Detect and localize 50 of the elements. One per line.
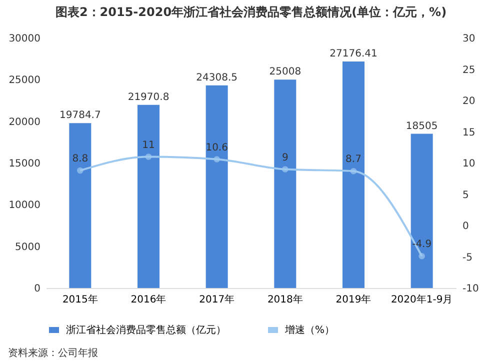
y-tick-label: 30000 xyxy=(8,34,40,44)
y2-tick-label: 20 xyxy=(462,96,476,107)
y2-tick-label: 15 xyxy=(462,127,476,138)
point xyxy=(282,166,288,172)
bar xyxy=(69,123,92,288)
point xyxy=(77,167,84,174)
y-tick-label: 15000 xyxy=(8,158,40,170)
data-label: 19784.7 xyxy=(59,110,101,122)
data-label: 27176.41 xyxy=(330,48,378,60)
y2-tick-label: -5 xyxy=(462,252,472,264)
x-tick-label: 2017年 xyxy=(199,294,235,306)
y-tick-label: 25000 xyxy=(8,75,40,86)
bar xyxy=(342,62,364,288)
point xyxy=(418,252,425,260)
data-label: 10.6 xyxy=(206,142,228,154)
data-label: 25008 xyxy=(269,66,302,78)
point xyxy=(214,156,220,162)
bar xyxy=(138,104,160,288)
data-label: 11 xyxy=(142,140,155,151)
data-label: 8.8 xyxy=(72,154,88,164)
data-label: 21970.8 xyxy=(128,92,170,103)
x-tick-label: 2015年 xyxy=(62,294,98,306)
x-tick-label: 2020年1-9月 xyxy=(390,294,453,306)
y-tick-label: 5000 xyxy=(15,242,40,253)
point xyxy=(145,154,152,160)
y2-tick-label: 25 xyxy=(462,64,476,76)
data-label: 8.7 xyxy=(346,154,362,166)
bar xyxy=(274,80,296,288)
data-label: -4.9 xyxy=(412,239,432,250)
bar xyxy=(410,134,433,288)
y2-tick-label: 5 xyxy=(462,190,469,201)
legend-label: 增速（%） xyxy=(284,324,335,336)
y2-tick-label: 10 xyxy=(462,158,476,170)
y2-tick-label: 0 xyxy=(462,221,469,232)
point xyxy=(350,168,357,174)
legend-label: 浙江省社会消费品零售总额（亿元） xyxy=(66,324,226,336)
x-tick-label: 2018年 xyxy=(267,294,303,306)
data-label: 24308.5 xyxy=(196,72,238,84)
x-tick-label: 2016年 xyxy=(130,294,166,306)
y-tick-label: 0 xyxy=(34,284,40,294)
text: 资料来源：公司年报 xyxy=(7,346,99,361)
data-label: 18505 xyxy=(406,120,438,132)
bar xyxy=(206,85,228,288)
y-tick-label: 10000 xyxy=(8,200,40,212)
x-tick-label: 2019年 xyxy=(336,294,372,306)
data-label: 9 xyxy=(282,152,288,164)
y2-tick-label: 30 xyxy=(462,34,476,44)
chart-title: 图表2：2015-2020年浙江省社会消费品零售总额情况(单位：亿元，%) xyxy=(55,5,447,19)
y2-tick-label: -10 xyxy=(462,284,479,294)
y-tick-label: 20000 xyxy=(8,116,40,128)
